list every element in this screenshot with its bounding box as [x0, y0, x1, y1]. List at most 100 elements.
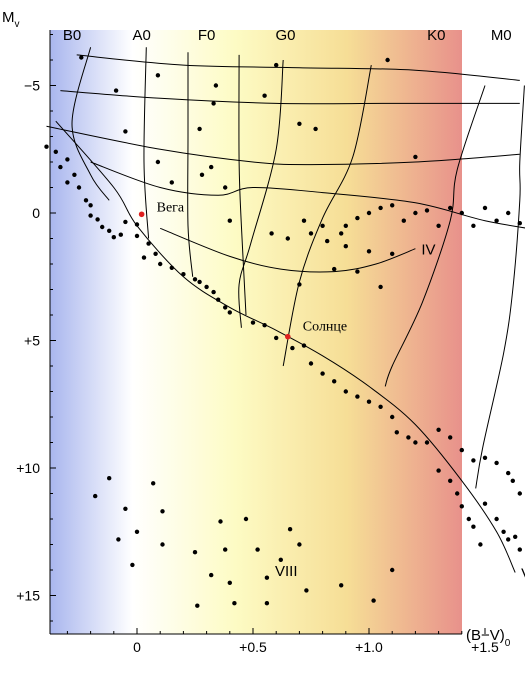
named-star-label: Солнце	[303, 320, 347, 335]
y-tick-label: +10	[16, 460, 40, 476]
star-point	[199, 172, 205, 177]
spectral-line	[475, 85, 525, 489]
star-point	[308, 231, 314, 236]
star-point	[482, 455, 488, 460]
star-point	[332, 379, 337, 384]
star-point	[197, 126, 202, 132]
luminosity-curve-ib	[60, 90, 520, 105]
luminosity-class-curves: IaIbIIIIIIVVB0A0F0G0K0M0	[46, 27, 525, 583]
star-point	[118, 232, 124, 237]
star-point	[301, 218, 307, 223]
spectral-line	[143, 47, 150, 239]
star-point	[107, 476, 112, 481]
star-point	[76, 185, 82, 190]
plot-background	[50, 30, 462, 634]
star-point	[250, 320, 256, 325]
star-point	[274, 62, 279, 68]
luminosity-curve-v	[55, 120, 516, 573]
star-point	[297, 542, 302, 547]
luminosity-curve-ia	[76, 54, 520, 81]
y-tick-label: −5	[24, 78, 40, 94]
labels: Mv (B−V)0 VIII	[2, 9, 511, 649]
star-point	[113, 88, 119, 93]
star-point	[413, 440, 418, 445]
star-point	[88, 203, 93, 208]
star-point	[213, 83, 219, 88]
star-point	[355, 269, 360, 274]
star-point	[385, 57, 390, 63]
star-point	[297, 121, 302, 127]
star-point	[264, 575, 270, 580]
star-point	[192, 277, 198, 282]
star-point	[459, 504, 464, 509]
star-point	[153, 251, 158, 256]
star-point	[134, 233, 140, 239]
named-star-point	[285, 333, 291, 340]
star-point	[141, 255, 147, 260]
star-point	[343, 223, 348, 228]
luminosity-label-v: V	[521, 566, 525, 583]
star-point	[517, 491, 522, 496]
star-point	[466, 516, 471, 522]
star-point	[274, 335, 279, 341]
star-point	[285, 236, 290, 241]
x-tick-label: +1.0	[355, 639, 383, 655]
white-dwarf-label: VIII	[275, 563, 298, 580]
star-point	[146, 241, 151, 246]
star-point	[506, 537, 511, 542]
x-axis-title: (B−V)0	[466, 627, 511, 649]
star-point	[65, 180, 70, 185]
star-point	[134, 529, 140, 534]
star-point	[517, 547, 522, 552]
star-point	[366, 210, 372, 216]
star-point	[123, 129, 128, 134]
star-point	[169, 180, 174, 185]
star-point	[223, 185, 228, 190]
spectral-label-g0: G0	[275, 27, 295, 44]
star-point	[44, 144, 49, 149]
star-point	[390, 414, 395, 420]
star-point	[181, 272, 186, 277]
star-point	[413, 154, 418, 160]
star-point	[116, 537, 121, 542]
named-star-point	[138, 211, 145, 218]
star-point	[506, 210, 511, 216]
star-point	[371, 598, 376, 603]
star-point	[308, 361, 314, 366]
star-point	[366, 249, 372, 254]
star-point	[209, 164, 214, 170]
star-point	[195, 603, 200, 608]
star-point	[325, 238, 330, 244]
axes: 0 +0.5 +1.0 +1.5 −5 0 +5 +10 +15	[16, 30, 499, 655]
y-tick-label: +5	[24, 333, 40, 349]
spectral-label-k0: K0	[427, 27, 445, 44]
star-point	[390, 251, 395, 256]
luminosity-curve-iii	[90, 161, 525, 229]
star-point	[297, 282, 302, 287]
spectral-class-lines	[71, 47, 525, 489]
star-point	[390, 567, 395, 573]
spectral-line	[384, 85, 486, 387]
spectral-label-a0: A0	[132, 27, 150, 44]
star-point	[482, 205, 488, 211]
star-point	[262, 323, 267, 328]
star-point	[517, 221, 522, 226]
star-point	[223, 547, 228, 552]
star-point	[227, 218, 232, 223]
star-point	[494, 516, 499, 522]
star-point	[355, 394, 360, 399]
star-point	[232, 601, 237, 606]
star-point	[100, 224, 105, 230]
spectral-line	[282, 65, 372, 367]
star-points	[44, 55, 522, 608]
star-point	[93, 493, 98, 499]
star-point	[510, 478, 515, 483]
star-point	[436, 223, 441, 228]
star-point	[378, 284, 383, 290]
star-point	[79, 55, 84, 60]
star-point	[111, 235, 117, 240]
star-point	[343, 389, 348, 394]
star-point	[130, 562, 135, 568]
star-point	[436, 468, 441, 473]
star-point	[255, 547, 260, 552]
